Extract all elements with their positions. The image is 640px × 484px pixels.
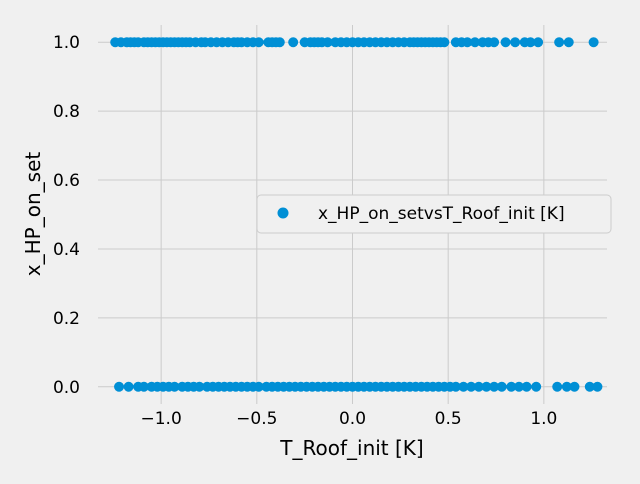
data-point — [469, 37, 480, 48]
data-point — [253, 381, 264, 392]
data-point — [525, 37, 536, 48]
x-tick-label: −0.5 — [236, 409, 277, 429]
data-point — [450, 381, 461, 392]
data-point — [114, 381, 125, 392]
y-tick-label: 0.0 — [53, 378, 80, 398]
data-point — [288, 37, 299, 48]
data-point — [531, 381, 542, 392]
data-point — [506, 381, 517, 392]
data-point — [584, 381, 595, 392]
data-point — [513, 381, 524, 392]
data-point — [489, 37, 500, 48]
data-point — [552, 381, 563, 392]
data-point — [521, 381, 532, 392]
y-tick-label: 1.0 — [53, 33, 80, 53]
data-point — [554, 37, 565, 48]
legend-marker — [277, 207, 289, 219]
data-point — [138, 381, 149, 392]
data-point — [473, 381, 484, 392]
data-point — [481, 381, 492, 392]
data-point — [569, 381, 580, 392]
data-point — [462, 37, 473, 48]
data-point — [458, 381, 469, 392]
data-point — [489, 381, 500, 392]
y-tick-label: 0.8 — [53, 102, 80, 122]
data-point — [588, 37, 599, 48]
data-point — [561, 381, 572, 392]
y-tick-label: 0.6 — [53, 171, 80, 191]
data-point — [322, 37, 333, 48]
data-point — [466, 381, 477, 392]
legend: x_HP_on_setvsT_Roof_init [K] — [256, 194, 612, 234]
data-point — [510, 37, 521, 48]
data-point — [563, 37, 574, 48]
data-point — [500, 37, 511, 48]
data-point — [592, 381, 603, 392]
data-point — [496, 381, 507, 392]
data-point — [274, 37, 285, 48]
y-axis-label: x_HP_on_set — [21, 152, 45, 277]
data-point — [169, 381, 180, 392]
data-point — [194, 381, 205, 392]
data-point — [439, 37, 450, 48]
tick-labels: −1.0 −0.5 0.0 0.5 1.0 0.0 0.2 0.4 0.6 0.8 1.0 — [53, 33, 557, 429]
x-tick-label: 0.5 — [435, 409, 462, 429]
x-tick-label: −1.0 — [141, 409, 182, 429]
data-point — [123, 381, 134, 392]
legend-box — [256, 194, 612, 234]
y-tick-label: 0.4 — [53, 240, 80, 260]
data-point — [253, 37, 264, 48]
data-point — [533, 37, 544, 48]
x-axis-label: T_Roof_init [K] — [279, 436, 423, 460]
x-tick-label: 1.0 — [530, 409, 557, 429]
data-points — [110, 37, 603, 392]
y-tick-label: 0.2 — [53, 309, 80, 329]
x-tick-label: 0.0 — [339, 409, 366, 429]
legend-label: x_HP_on_setvsT_Roof_init [K] — [318, 204, 565, 224]
